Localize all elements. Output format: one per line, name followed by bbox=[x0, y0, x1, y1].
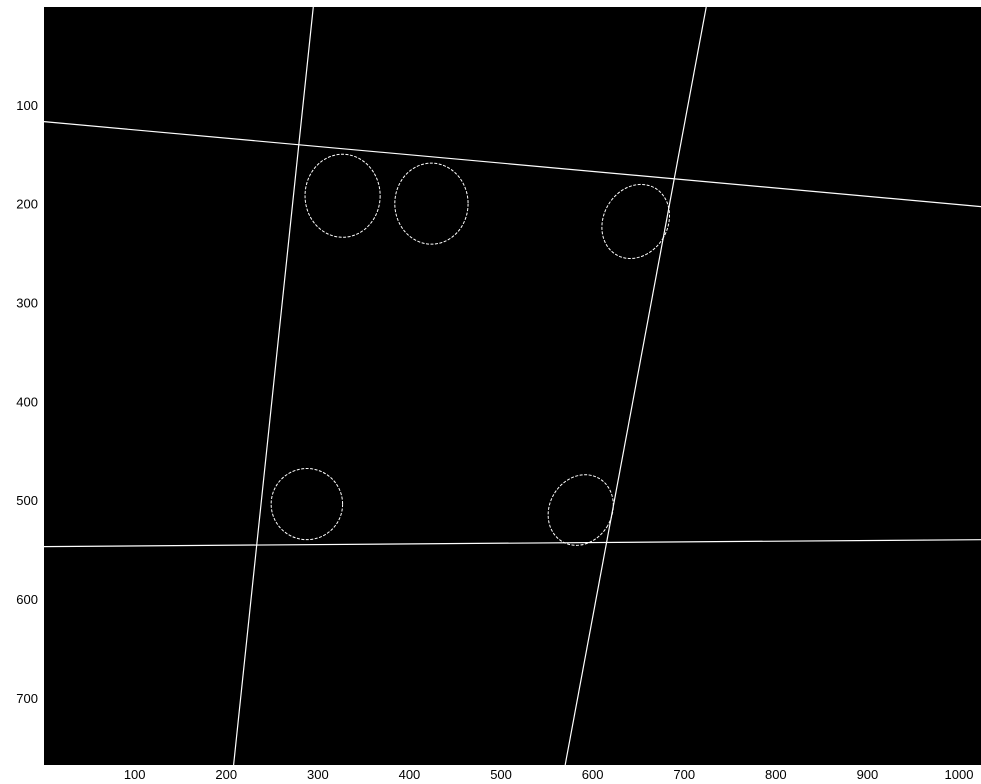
x-axis-tick-labels: 100 200 300 400 500 600 700 800 900 1000 bbox=[124, 767, 974, 782]
x-tick-label: 100 bbox=[124, 767, 146, 782]
y-tick-label: 400 bbox=[16, 394, 38, 409]
y-axis-tick-labels: 100 200 300 400 500 600 700 bbox=[16, 98, 38, 706]
x-tick-label: 600 bbox=[582, 767, 604, 782]
line-1 bbox=[43, 121, 981, 208]
x-tick-label: 400 bbox=[399, 767, 421, 782]
ellipse-1 bbox=[304, 153, 381, 238]
plot-area bbox=[44, 7, 981, 765]
x-tick-label: 300 bbox=[307, 767, 329, 782]
x-tick-label: 700 bbox=[673, 767, 695, 782]
image-marks bbox=[43, 6, 981, 766]
x-tick-label: 800 bbox=[765, 767, 787, 782]
y-tick-label: 500 bbox=[16, 493, 38, 508]
ellipse-4 bbox=[270, 468, 344, 541]
x-tick-label: 900 bbox=[857, 767, 879, 782]
y-tick-label: 200 bbox=[16, 197, 38, 212]
x-tick-label: 200 bbox=[215, 767, 237, 782]
x-tick-label: 500 bbox=[490, 767, 512, 782]
x-tick-label: 1000 bbox=[945, 767, 974, 782]
line-4 bbox=[564, 6, 707, 766]
y-tick-label: 300 bbox=[16, 295, 38, 310]
ellipse-2 bbox=[394, 162, 469, 245]
y-tick-label: 600 bbox=[16, 592, 38, 607]
y-tick-label: 700 bbox=[16, 691, 38, 706]
ellipse-5 bbox=[547, 474, 614, 546]
y-tick-label: 100 bbox=[16, 98, 38, 113]
ellipse-3 bbox=[601, 183, 670, 259]
line-2 bbox=[43, 539, 981, 548]
line-3 bbox=[233, 6, 314, 766]
